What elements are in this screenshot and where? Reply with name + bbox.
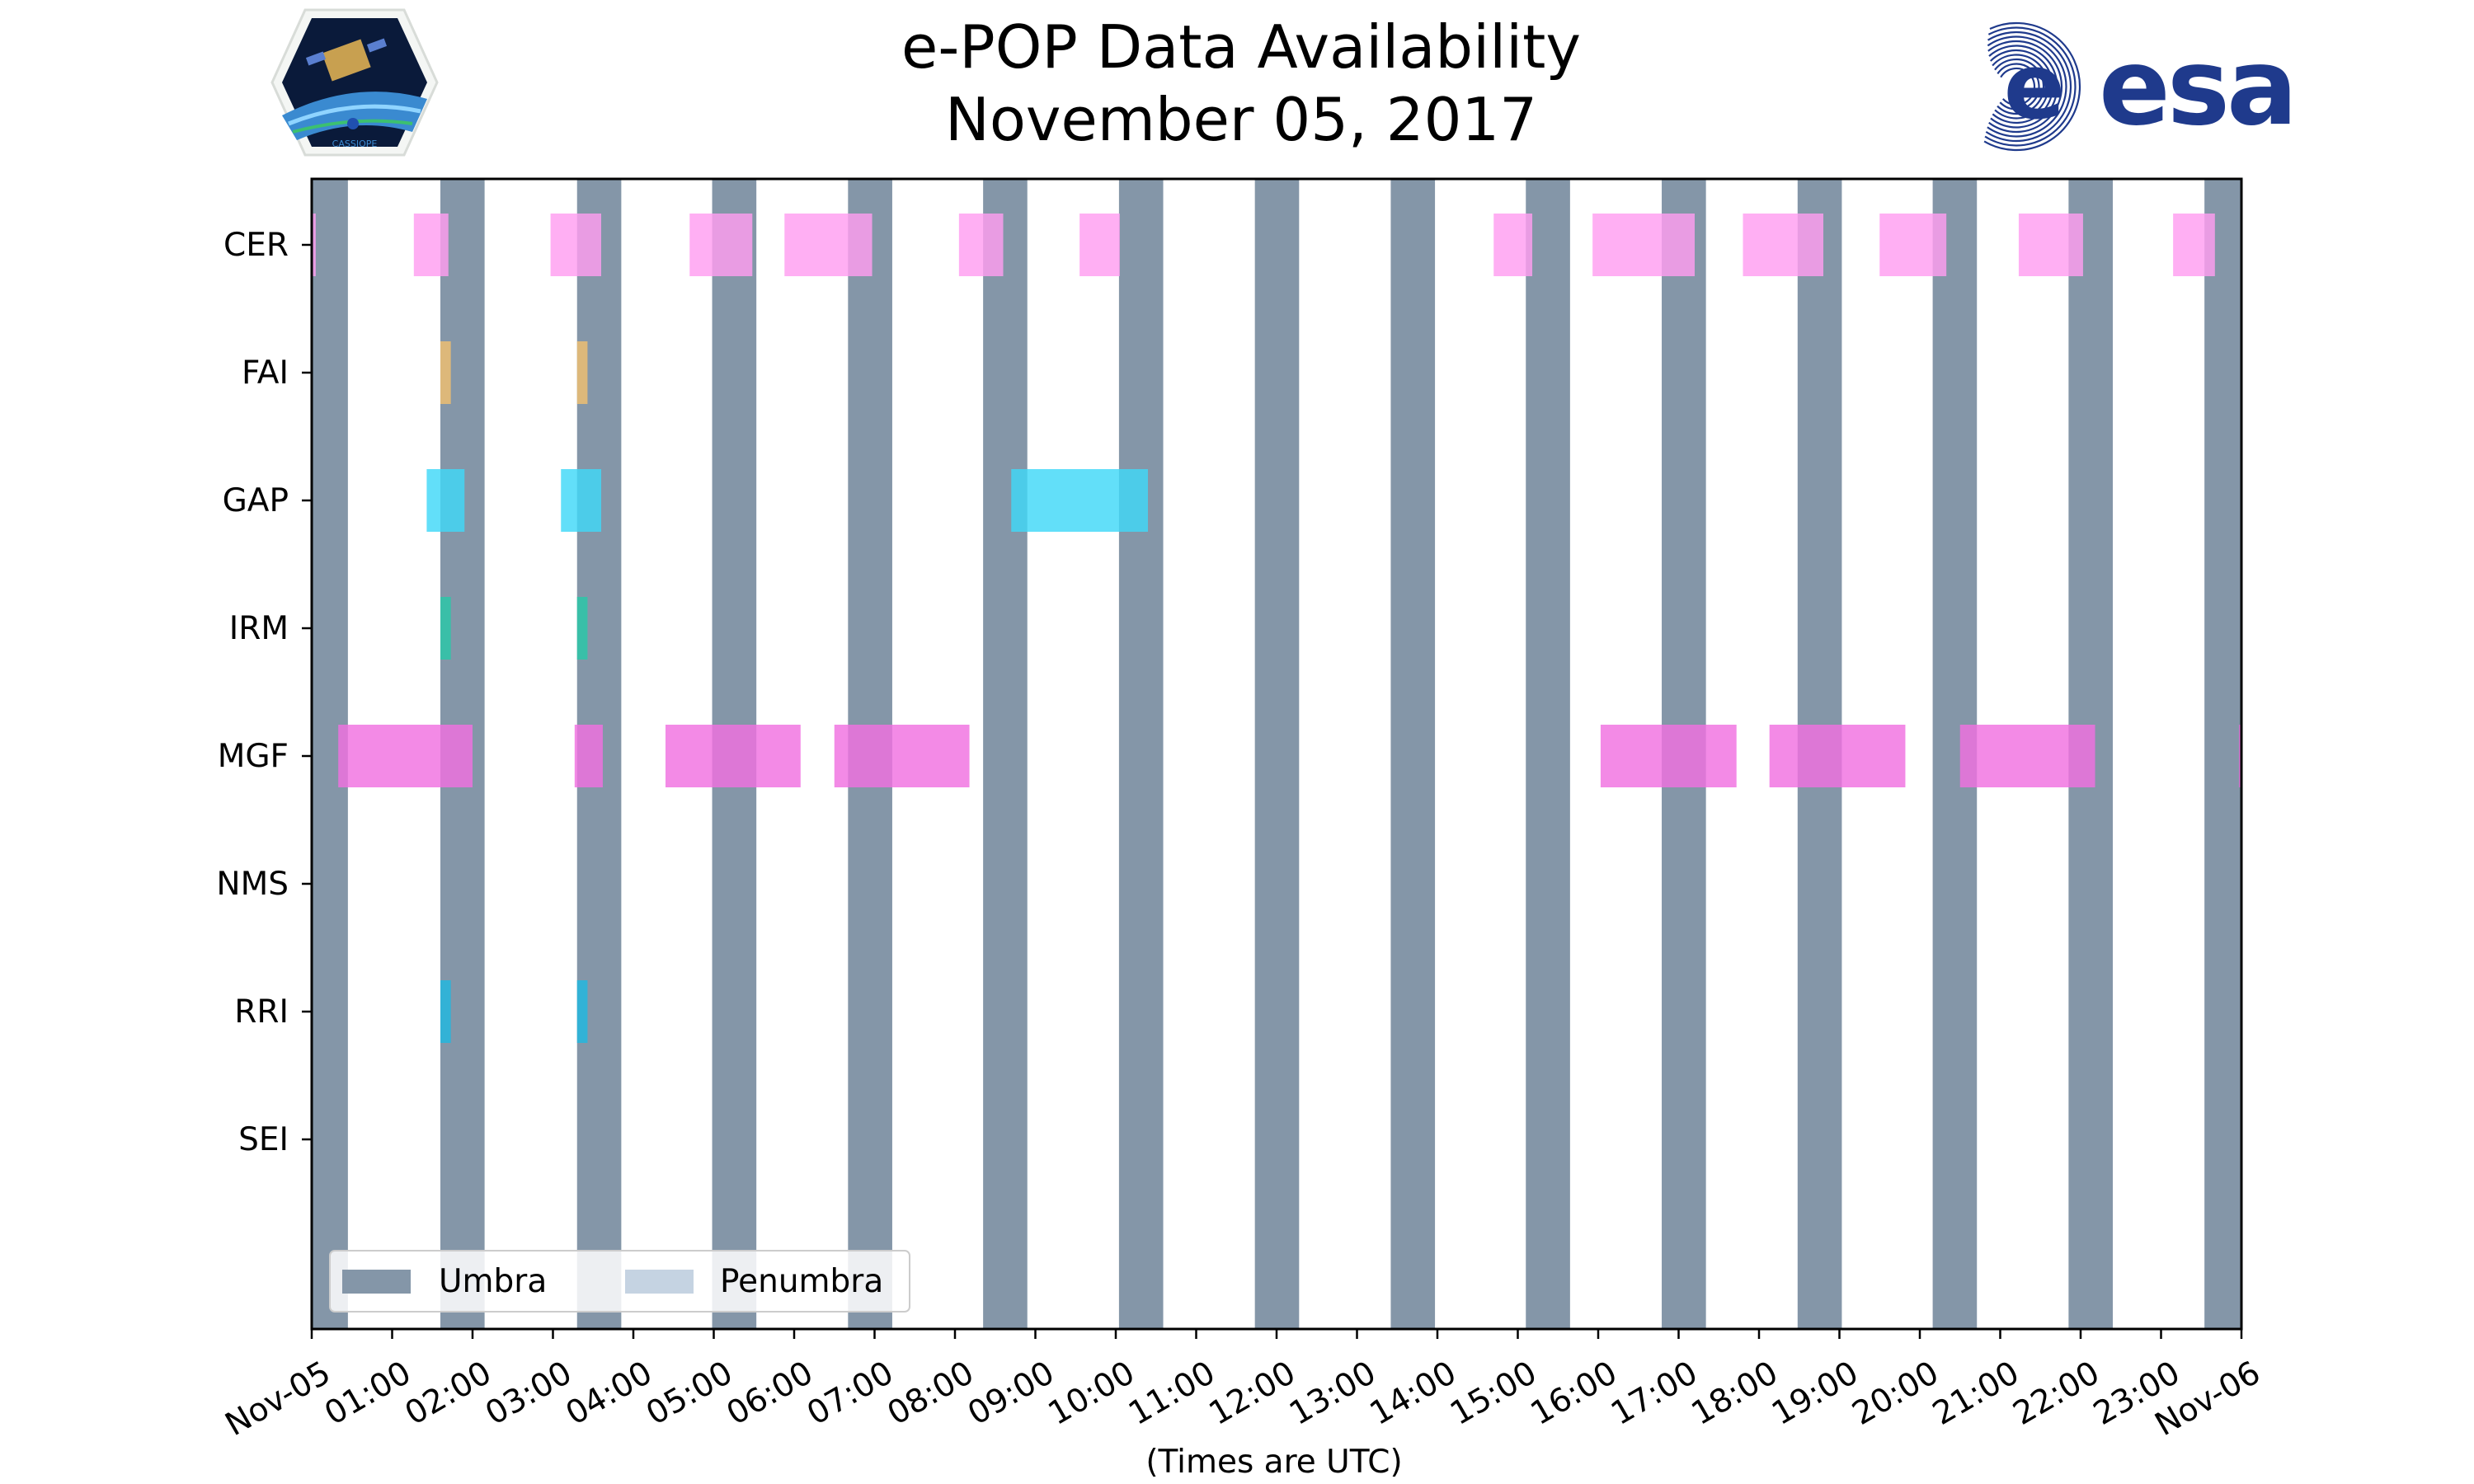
bar-cer	[312, 214, 316, 276]
bar-irm	[440, 597, 451, 660]
esa-swirl-arc	[1988, 45, 2058, 129]
bar-rri	[576, 980, 588, 1043]
x-tick-label: 19:00	[1766, 1355, 1865, 1433]
x-tick-label: 06:00	[721, 1355, 820, 1433]
bar-mgf	[666, 725, 801, 787]
bar-cer	[784, 214, 872, 276]
y-tick-label-mgf: MGF	[218, 738, 289, 775]
cassiope-logo-text: CASSIOPE	[332, 139, 378, 149]
bar-cer	[2173, 214, 2215, 276]
bar-fai	[440, 341, 451, 404]
esa-swirl-arc	[1994, 58, 2045, 115]
bar-fai	[576, 341, 588, 404]
bar-irm	[576, 597, 588, 660]
x-tick-label: 01:00	[318, 1355, 417, 1433]
x-tick-label: 16:00	[1525, 1355, 1624, 1433]
x-tick-label: 22:00	[2007, 1355, 2106, 1433]
x-tick-label: 03:00	[479, 1355, 578, 1433]
legend-umbra-label: Umbra	[439, 1263, 547, 1300]
bar-mgf	[338, 725, 473, 787]
bar-cer	[413, 214, 449, 276]
esa-logo-text: esa	[2099, 26, 2294, 149]
umbra-band	[983, 179, 1028, 1329]
esa-swirl-arc	[1987, 35, 2067, 138]
umbra-band	[2204, 179, 2241, 1329]
umbra-band	[1526, 179, 1570, 1329]
bar-cer	[1493, 214, 1533, 276]
x-tick-label: 15:00	[1444, 1355, 1543, 1433]
chart-title: e-POP Data Availability	[901, 12, 1581, 82]
bar-mgf	[1600, 725, 1737, 787]
x-tick-label: 04:00	[560, 1355, 659, 1433]
x-tick-label: 12:00	[1203, 1355, 1302, 1433]
esa-swirl-arc	[1985, 31, 2072, 143]
esa-swirl-arc	[2000, 67, 2036, 106]
y-tick-label-gap: GAP	[223, 482, 289, 519]
legend-frame	[329, 1250, 910, 1313]
x-tick-label: 17:00	[1605, 1355, 1704, 1433]
esa-swirl-arc	[1984, 26, 2077, 147]
umbra-band	[1254, 179, 1300, 1329]
y-tick-label-sei: SEI	[238, 1121, 289, 1158]
esa-swirl-letter: e	[2004, 34, 2066, 139]
x-tick-label: 02:00	[399, 1355, 498, 1433]
x-tick-label: Nov-05	[219, 1355, 337, 1444]
bar-mgf	[574, 725, 603, 787]
umbra-band	[1390, 179, 1436, 1329]
bar-cer	[1743, 214, 1823, 276]
bar-mgf	[834, 725, 970, 787]
esa-swirl-icon: e	[1983, 21, 2081, 152]
x-tick-label: 13:00	[1283, 1355, 1382, 1433]
esa-logo: e esa	[1983, 21, 2298, 152]
bar-cer	[1079, 214, 1120, 276]
bar-gap	[561, 469, 601, 532]
x-tick-label: 09:00	[962, 1355, 1061, 1433]
legend: Umbra Penumbra	[329, 1250, 910, 1313]
chart-subtitle: November 05, 2017	[945, 85, 1537, 154]
esa-swirl-arc	[1992, 54, 2049, 120]
legend-penumbra-label: Penumbra	[720, 1263, 883, 1300]
x-tick-label: 18:00	[1686, 1355, 1785, 1433]
y-tick-label-rri: RRI	[234, 993, 289, 1031]
esa-swirl-arc	[1983, 21, 2081, 152]
bar-gap	[1011, 469, 1148, 532]
x-tick-label: 14:00	[1364, 1355, 1463, 1433]
cassiope-logo: CASSIOPE	[270, 8, 439, 157]
y-tick-label-cer: CER	[223, 227, 289, 264]
y-tick-label-fai: FAI	[242, 355, 289, 392]
y-tick-label-nms: NMS	[216, 866, 289, 903]
x-tick-label: 07:00	[801, 1355, 900, 1433]
bar-cer	[958, 214, 1004, 276]
x-tick-label: 11:00	[1122, 1355, 1221, 1433]
legend-umbra-swatch	[342, 1270, 411, 1294]
bar-cer	[2018, 214, 2083, 276]
bar-cer	[689, 214, 753, 276]
bar-cer	[550, 214, 601, 276]
x-tick-label: 10:00	[1042, 1355, 1141, 1433]
legend-penumbra-swatch	[625, 1270, 694, 1294]
esa-swirl-arc	[1989, 49, 2054, 124]
x-axis-label: (Times are UTC)	[1145, 1444, 1402, 1481]
bar-gap	[426, 469, 465, 532]
esa-swirl-arc	[1987, 40, 2063, 134]
x-tick-label: 21:00	[1926, 1355, 2025, 1433]
bar-cer	[1592, 214, 1695, 276]
bar-mgf	[1769, 725, 1906, 787]
bar-mgf	[1959, 725, 2095, 787]
x-tick-label: 05:00	[640, 1355, 739, 1433]
umbra-band	[1118, 179, 1164, 1329]
esa-swirl-arc	[1997, 63, 2040, 110]
bar-rri	[440, 980, 451, 1043]
bar-cer	[1879, 214, 1947, 276]
y-tick-label-irm: IRM	[229, 610, 289, 647]
x-tick-label: 20:00	[1846, 1355, 1945, 1433]
x-tick-label: 08:00	[882, 1355, 981, 1433]
